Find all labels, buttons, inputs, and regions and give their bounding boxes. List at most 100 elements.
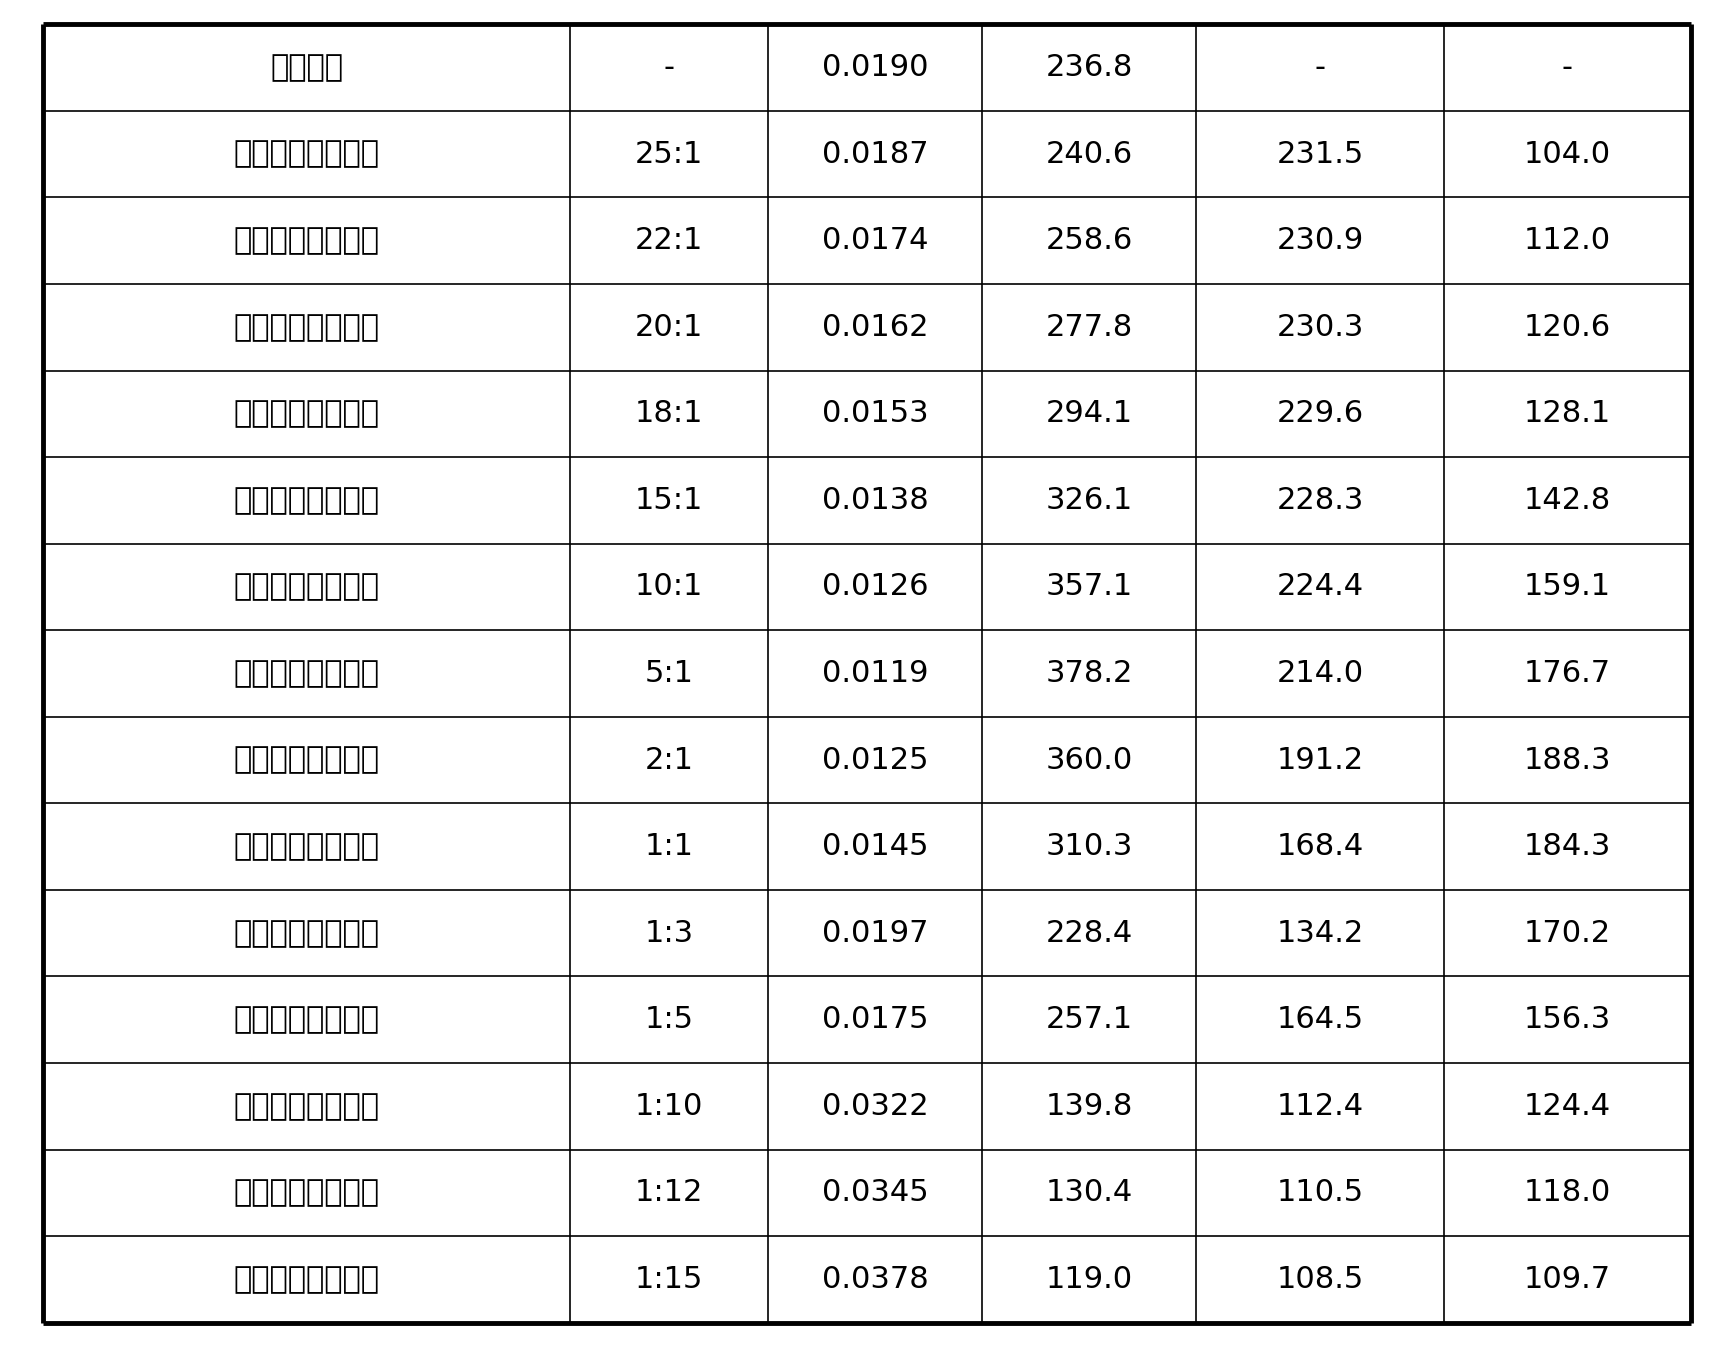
Text: 128.1: 128.1 <box>1524 399 1611 428</box>
Bar <box>1196 717 1443 803</box>
Bar <box>1443 370 1691 457</box>
Bar <box>43 370 570 457</box>
Bar <box>1196 198 1443 284</box>
Text: 310.3: 310.3 <box>1046 832 1132 861</box>
Text: 214.0: 214.0 <box>1276 659 1363 688</box>
Bar <box>981 803 1196 890</box>
Text: 230.9: 230.9 <box>1276 226 1363 255</box>
Bar <box>981 370 1196 457</box>
Bar <box>1443 544 1691 630</box>
Text: 苯噪菌酯：丙环唑: 苯噪菌酯：丙环唑 <box>234 1265 380 1294</box>
Bar <box>768 717 981 803</box>
Bar <box>43 24 570 110</box>
Text: 164.5: 164.5 <box>1276 1005 1363 1034</box>
Text: 0.0187: 0.0187 <box>822 140 928 168</box>
Text: 5:1: 5:1 <box>645 659 694 688</box>
Text: 0.0153: 0.0153 <box>822 399 928 428</box>
Bar <box>768 630 981 717</box>
Bar <box>1196 370 1443 457</box>
Text: 18:1: 18:1 <box>635 399 704 428</box>
Bar <box>981 457 1196 544</box>
Text: 110.5: 110.5 <box>1276 1179 1363 1207</box>
Text: 104.0: 104.0 <box>1524 140 1611 168</box>
Bar <box>1196 24 1443 110</box>
Bar <box>768 803 981 890</box>
Text: 苯噪菌酯：丙环唑: 苯噪菌酯：丙环唑 <box>234 399 380 428</box>
Text: 294.1: 294.1 <box>1046 399 1132 428</box>
Text: -: - <box>1562 53 1573 82</box>
Text: 357.1: 357.1 <box>1046 572 1132 601</box>
Text: 257.1: 257.1 <box>1046 1005 1132 1034</box>
Bar <box>570 198 768 284</box>
Text: 142.8: 142.8 <box>1524 486 1611 515</box>
Bar <box>1196 977 1443 1063</box>
Bar <box>768 370 981 457</box>
Bar <box>570 977 768 1063</box>
Bar <box>570 370 768 457</box>
Text: 240.6: 240.6 <box>1046 140 1132 168</box>
Bar <box>1443 110 1691 198</box>
Bar <box>570 803 768 890</box>
Bar <box>981 1149 1196 1237</box>
Text: 苯噪菌酯：丙环唑: 苯噪菌酯：丙环唑 <box>234 313 380 342</box>
Bar <box>1196 630 1443 717</box>
Text: 1:5: 1:5 <box>645 1005 694 1034</box>
Text: 360.0: 360.0 <box>1046 746 1132 775</box>
Bar <box>570 110 768 198</box>
Text: 184.3: 184.3 <box>1524 832 1611 861</box>
Text: 苯噪菌酯：丙环唑: 苯噪菌酯：丙环唑 <box>234 486 380 515</box>
Bar <box>1443 198 1691 284</box>
Bar <box>1443 890 1691 977</box>
Bar <box>1443 1149 1691 1237</box>
Bar <box>981 977 1196 1063</box>
Text: 112.0: 112.0 <box>1524 226 1611 255</box>
Text: 230.3: 230.3 <box>1276 313 1363 342</box>
Text: 277.8: 277.8 <box>1046 313 1132 342</box>
Text: 0.0197: 0.0197 <box>822 919 928 948</box>
Bar <box>768 1063 981 1149</box>
Text: 139.8: 139.8 <box>1046 1092 1132 1121</box>
Text: 170.2: 170.2 <box>1524 919 1611 948</box>
Text: 231.5: 231.5 <box>1276 140 1363 168</box>
Text: 0.0174: 0.0174 <box>822 226 928 255</box>
Text: 0.0345: 0.0345 <box>822 1179 928 1207</box>
Bar <box>570 1063 768 1149</box>
Text: 236.8: 236.8 <box>1046 53 1132 82</box>
Text: 0.0145: 0.0145 <box>822 832 928 861</box>
Text: -: - <box>1314 53 1325 82</box>
Bar <box>1196 457 1443 544</box>
Bar <box>570 24 768 110</box>
Bar <box>1443 1063 1691 1149</box>
Bar <box>570 544 768 630</box>
Bar <box>768 1149 981 1237</box>
Bar <box>1196 284 1443 370</box>
Text: 0.0126: 0.0126 <box>822 572 928 601</box>
Bar <box>768 890 981 977</box>
Text: 苯噪菌酯：丙环唑: 苯噪菌酯：丙环唑 <box>234 1179 380 1207</box>
Bar <box>1443 977 1691 1063</box>
Bar <box>981 284 1196 370</box>
Bar <box>1443 717 1691 803</box>
Bar <box>570 890 768 977</box>
Bar <box>768 977 981 1063</box>
Bar <box>768 544 981 630</box>
Bar <box>1443 457 1691 544</box>
Bar <box>1443 24 1691 110</box>
Bar <box>1196 803 1443 890</box>
Bar <box>1196 1149 1443 1237</box>
Bar <box>981 110 1196 198</box>
Bar <box>570 717 768 803</box>
Text: 10:1: 10:1 <box>635 572 704 601</box>
Bar <box>981 1237 1196 1323</box>
Bar <box>981 630 1196 717</box>
Text: 378.2: 378.2 <box>1046 659 1132 688</box>
Text: 20:1: 20:1 <box>635 313 704 342</box>
Bar <box>1196 1237 1443 1323</box>
Text: 苯噪菌酯：丙环唑: 苯噪菌酯：丙环唑 <box>234 1005 380 1034</box>
Text: 1:3: 1:3 <box>645 919 694 948</box>
Text: 258.6: 258.6 <box>1046 226 1132 255</box>
Bar <box>1196 890 1443 977</box>
Text: 0.0190: 0.0190 <box>822 53 928 82</box>
Text: 108.5: 108.5 <box>1276 1265 1363 1294</box>
Bar <box>981 544 1196 630</box>
